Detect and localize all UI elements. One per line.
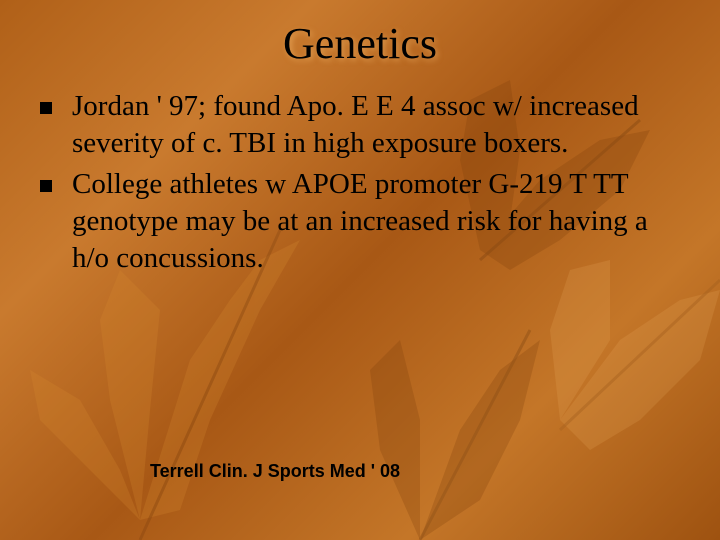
bullet-text: Jordan ' 97; found Apo. E E 4 assoc w/ i… — [72, 88, 690, 162]
slide-container: Genetics Jordan ' 97; found Apo. E E 4 a… — [0, 0, 720, 540]
slide-body: Jordan ' 97; found Apo. E E 4 assoc w/ i… — [40, 88, 690, 282]
bullet-item: Jordan ' 97; found Apo. E E 4 assoc w/ i… — [40, 88, 690, 162]
bullet-item: College athletes w APOE promoter G-219 T… — [40, 166, 690, 277]
bullet-square-icon — [40, 102, 52, 114]
bullet-text: College athletes w APOE promoter G-219 T… — [72, 166, 690, 277]
citation-text: Terrell Clin. J Sports Med ' 08 — [150, 461, 400, 482]
bullet-square-icon — [40, 180, 52, 192]
slide-title: Genetics — [0, 18, 720, 69]
